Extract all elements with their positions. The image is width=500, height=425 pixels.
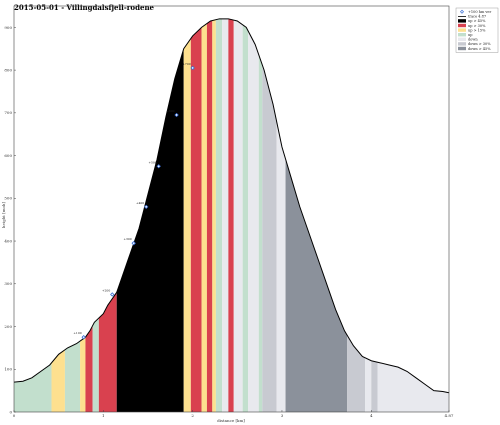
segment-down_med — [262, 18, 277, 412]
y-tick-label: 900 — [4, 25, 12, 30]
x-tick-label: 2 — [191, 413, 194, 418]
legend-swatch-down_med — [458, 42, 466, 46]
marker-point — [144, 204, 149, 210]
legend-label: up > 30% — [468, 24, 486, 28]
legend-label: +100 hm ver — [468, 10, 491, 14]
segment-down — [276, 18, 286, 412]
marker-label: +100 — [73, 331, 81, 335]
segment-down — [222, 18, 229, 412]
segment-down_med — [371, 18, 378, 412]
segment-down — [365, 18, 372, 412]
legend-label: up > 15% — [468, 28, 486, 32]
segment-down — [248, 18, 259, 412]
legend-swatch-down_steep — [458, 46, 466, 51]
y-tick-label: 0 — [9, 409, 12, 414]
marker-point — [174, 112, 179, 118]
y-tick-label: 600 — [4, 153, 12, 158]
segment-up_med — [190, 18, 202, 412]
segment-up_mild — [183, 18, 191, 412]
legend-swatch-up_med — [458, 23, 466, 28]
segment-down — [377, 18, 449, 412]
y-tick-label: 500 — [4, 196, 12, 201]
legend-label: down — [468, 38, 478, 42]
y-tick-label: 100 — [4, 367, 12, 372]
segment-down_med — [347, 18, 366, 412]
marker-point — [156, 164, 161, 169]
legend-swatch-down — [458, 37, 466, 41]
slope-segments — [14, 18, 449, 412]
segment-up_flat — [14, 18, 52, 412]
segment-up_mild — [80, 18, 86, 412]
marker-point — [81, 335, 86, 340]
legend-label: up — [468, 33, 473, 37]
segment-down — [233, 18, 243, 412]
x-tick-label: 3 — [281, 413, 284, 418]
chart-title: 2015-05-01 - Villingdalsfjell-rodene — [14, 3, 155, 12]
y-tick-label: 800 — [4, 68, 12, 73]
marker-point — [110, 292, 115, 297]
x-axis-label: distance [km] — [217, 418, 245, 423]
marker-point — [131, 241, 136, 246]
x-tick-label: 4 — [370, 413, 373, 418]
marker-label: +600 — [166, 109, 174, 113]
segment-up_flat — [215, 18, 223, 412]
marker-point — [190, 65, 195, 71]
y-tick-label: 200 — [4, 324, 12, 329]
segment-down_steep — [285, 18, 348, 412]
segment-up_med — [85, 18, 93, 412]
segment-up_flat — [64, 18, 81, 412]
segment-up_flat — [242, 18, 249, 412]
segment-up_steep — [116, 18, 184, 412]
segment-up_mild — [212, 18, 216, 412]
plot-frame — [13, 5, 450, 413]
legend-label: down > 45% — [468, 47, 491, 51]
y-tick-label: 700 — [4, 110, 12, 115]
legend-label: trace 4.87 — [468, 15, 486, 19]
plot-area: +100 +200 +300 +400 +500 +600 +700 — [13, 18, 450, 412]
profile-line — [13, 18, 450, 394]
y-tick-label: 300 — [4, 281, 12, 286]
legend-swatch-up_flat — [458, 33, 466, 37]
y-axis-label: height [moh] — [1, 201, 6, 228]
x-tick-label: 1 — [102, 413, 105, 418]
segment-up_mild — [201, 18, 207, 412]
marker-label: +200 — [102, 288, 110, 292]
segment-up_flat — [258, 18, 263, 412]
legend-swatch-up_steep — [458, 19, 466, 23]
legend-label: down > 30% — [468, 42, 491, 46]
x-tick-label: 4.87 — [445, 413, 454, 418]
legend-label: up > 45% — [468, 19, 486, 23]
y-tick-label: 400 — [4, 238, 12, 243]
legend-swatch-marker — [460, 9, 464, 14]
marker-label: +500 — [148, 160, 156, 164]
segment-up_med — [228, 18, 234, 412]
axes: 0 1 2 3 4 4.87 0 100 200 300 400 500 600 700 800 900 — [4, 5, 454, 418]
x-tick-label: 0 — [13, 413, 16, 418]
legend-swatch-up_mild — [458, 28, 466, 32]
segment-up_med — [206, 18, 213, 412]
segment-up_flat — [92, 18, 99, 412]
marker-label: +300 — [123, 237, 131, 241]
marker-label: +700 — [182, 62, 190, 66]
marker-label: +400 — [136, 201, 144, 205]
segment-up_med — [98, 18, 117, 412]
